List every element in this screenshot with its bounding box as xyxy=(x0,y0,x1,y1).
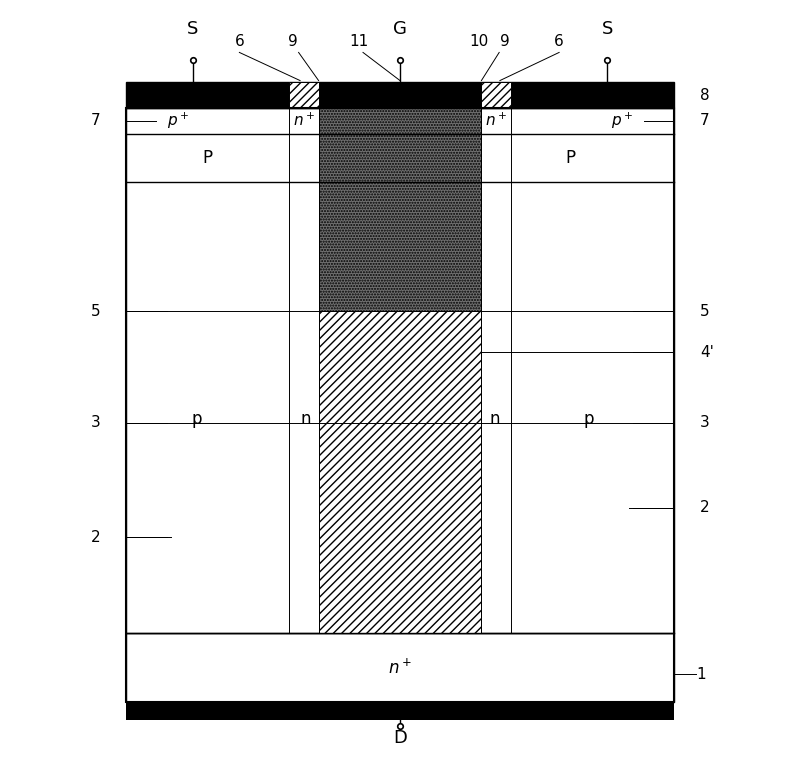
Text: 2: 2 xyxy=(90,530,100,545)
Text: $p^+$: $p^+$ xyxy=(166,110,189,130)
Bar xyxy=(126,108,674,702)
Text: D: D xyxy=(393,729,407,746)
Text: $n^+$: $n^+$ xyxy=(485,112,507,130)
Text: 9: 9 xyxy=(500,34,510,49)
Bar xyxy=(126,702,674,720)
Bar xyxy=(318,108,482,311)
Text: 10: 10 xyxy=(470,34,489,49)
Text: 9: 9 xyxy=(288,34,298,49)
Text: P: P xyxy=(565,149,575,167)
Text: 5: 5 xyxy=(90,304,100,319)
Text: 8: 8 xyxy=(700,88,710,103)
Bar xyxy=(126,634,674,702)
Text: $p^+$: $p^+$ xyxy=(611,110,634,130)
Text: P: P xyxy=(202,149,213,167)
Text: S: S xyxy=(187,19,198,38)
Text: 6: 6 xyxy=(234,34,244,49)
Text: p: p xyxy=(191,410,202,428)
Text: 2: 2 xyxy=(700,500,710,515)
Bar xyxy=(482,82,511,108)
Text: 11: 11 xyxy=(350,34,369,49)
Text: 5: 5 xyxy=(700,304,710,319)
Text: 3: 3 xyxy=(90,415,100,430)
Text: 1: 1 xyxy=(696,667,706,682)
Bar xyxy=(126,108,674,634)
Text: 7: 7 xyxy=(700,113,710,128)
Text: p: p xyxy=(583,410,594,428)
Bar xyxy=(318,311,482,634)
Text: n: n xyxy=(300,410,310,428)
Text: 6: 6 xyxy=(554,34,564,49)
Text: S: S xyxy=(602,19,613,38)
Text: n: n xyxy=(490,410,500,428)
Text: $n^+$: $n^+$ xyxy=(388,658,412,678)
Text: 4': 4' xyxy=(700,345,714,360)
Text: 7: 7 xyxy=(90,113,100,128)
Text: 3: 3 xyxy=(700,415,710,430)
Text: G: G xyxy=(393,19,407,38)
Bar xyxy=(126,82,674,108)
Bar xyxy=(289,82,318,108)
Text: $n^+$: $n^+$ xyxy=(293,112,315,130)
